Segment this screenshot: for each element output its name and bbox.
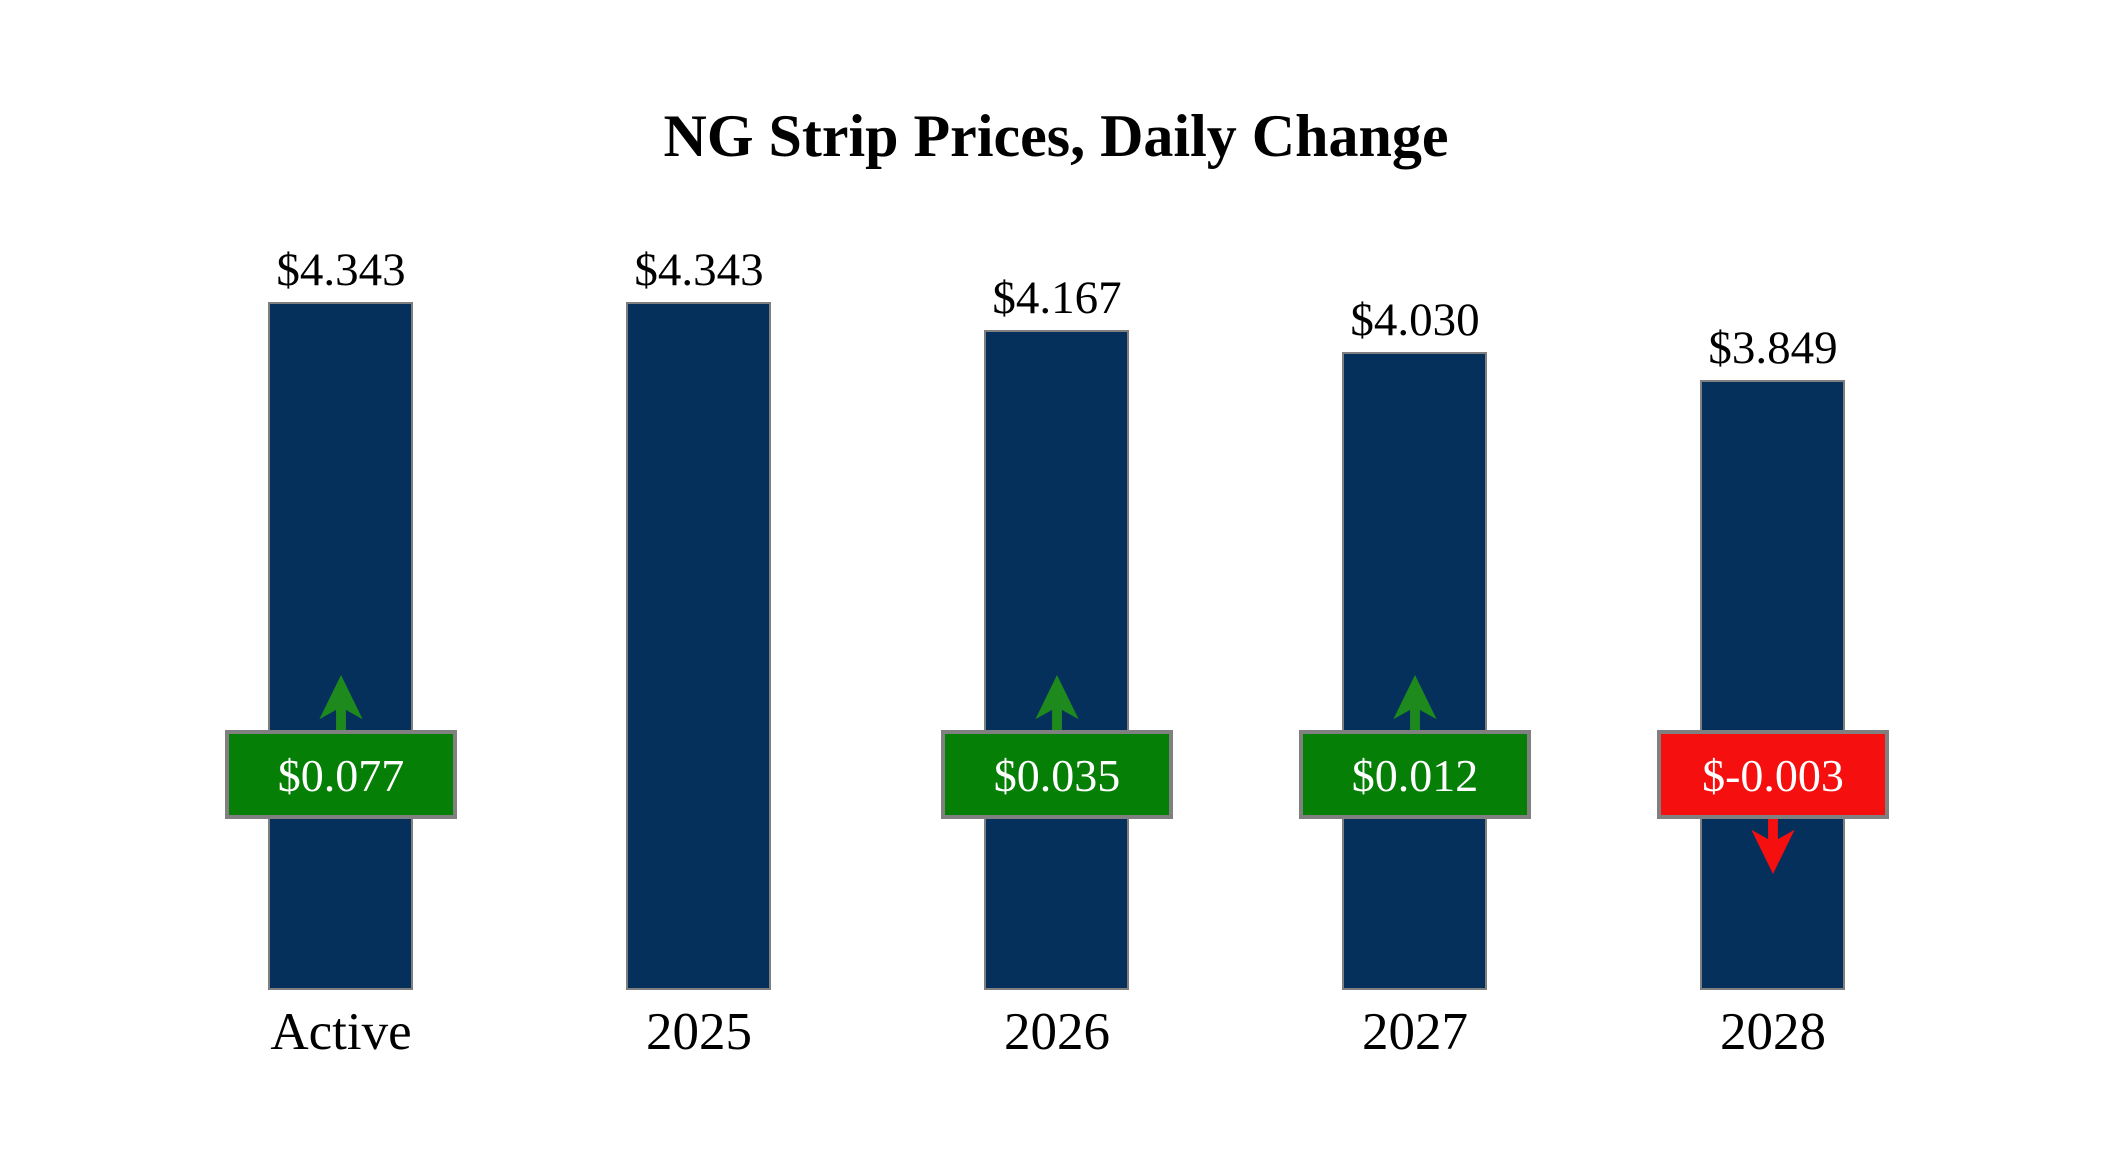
up-arrow-icon — [319, 674, 363, 731]
category-label: 2028 — [1720, 1003, 1826, 1061]
bar-column: $4.167 $0.035 2026 — [878, 0, 1236, 1152]
bar-value-label: $4.343 — [634, 244, 764, 296]
change-badge-label: $0.035 — [993, 750, 1121, 801]
bar-column: $4.343 2025 — [520, 0, 878, 1152]
category-label: Active — [270, 1003, 412, 1061]
change-badge-label: $-0.003 — [1702, 750, 1844, 801]
bar-value-label: $4.343 — [276, 244, 406, 296]
change-badge-label: $0.012 — [1351, 750, 1479, 801]
bar-column: $4.343 $0.077 Active — [162, 0, 520, 1152]
change-badge: $-0.003 — [1657, 730, 1889, 819]
down-arrow-icon — [1751, 818, 1795, 875]
price-bar — [1342, 352, 1487, 990]
change-badge: $0.035 — [941, 730, 1173, 819]
price-bar — [1700, 380, 1845, 990]
up-arrow-icon — [1393, 674, 1437, 731]
change-badge: $0.077 — [225, 730, 457, 819]
up-arrow-icon — [1035, 674, 1079, 731]
bar-value-label: $3.849 — [1708, 322, 1838, 374]
chart-title: NG Strip Prices, Daily Change — [663, 103, 1449, 169]
change-badge: $0.012 — [1299, 730, 1531, 819]
price-bar — [984, 330, 1129, 990]
price-bar — [268, 302, 413, 990]
category-label: 2025 — [646, 1003, 752, 1061]
bar-value-label: $4.030 — [1350, 294, 1480, 346]
bar-column: $4.030 $0.012 2027 — [1236, 0, 1594, 1152]
bar-value-label: $4.167 — [992, 272, 1122, 324]
category-label: 2026 — [1004, 1003, 1110, 1061]
price-bar — [626, 302, 771, 990]
category-label: 2027 — [1362, 1003, 1468, 1061]
change-badge-label: $0.077 — [277, 750, 405, 801]
bar-column: $3.849 $-0.003 2028 — [1594, 0, 1952, 1152]
